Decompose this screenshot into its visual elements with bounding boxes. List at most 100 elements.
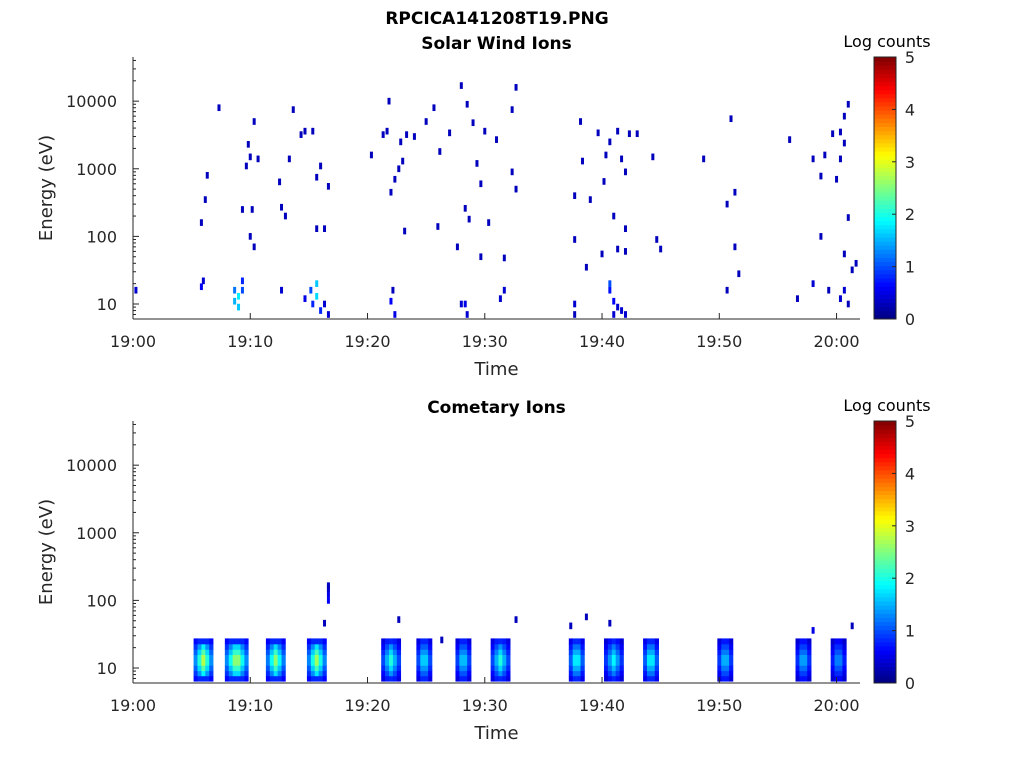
data-cell — [265, 649, 271, 656]
data-cell — [838, 675, 843, 682]
data-cell — [846, 300, 850, 308]
data-cell — [795, 638, 800, 645]
data-cell — [643, 649, 648, 656]
data-cell — [193, 654, 198, 661]
colorbar-segment — [874, 568, 896, 573]
data-cell — [654, 675, 660, 682]
panel-title: Solar Wind Ions — [421, 34, 572, 54]
data-cell — [498, 675, 503, 682]
x-tick-label: 19:00 — [110, 696, 156, 715]
data-cell — [228, 665, 233, 672]
data-cell — [646, 649, 652, 656]
data-cell — [381, 675, 386, 682]
data-cell — [278, 178, 282, 186]
data-cell — [273, 675, 278, 682]
data-cell — [576, 638, 581, 645]
data-cell — [244, 675, 249, 682]
data-cell — [240, 286, 244, 294]
data-cell — [619, 654, 624, 661]
data-cell — [420, 675, 425, 682]
x-tick-label: 19:20 — [344, 696, 390, 715]
data-cell — [495, 136, 498, 143]
data-cell — [807, 643, 812, 650]
colorbar-segment — [874, 556, 896, 561]
data-cell — [717, 649, 722, 656]
data-cell — [322, 670, 327, 677]
data-cell — [795, 659, 800, 666]
data-cell — [514, 185, 518, 193]
data-cell — [236, 665, 241, 672]
data-cell — [277, 638, 282, 645]
data-cell — [389, 649, 394, 656]
data-cell — [717, 670, 722, 677]
data-cell — [568, 643, 574, 650]
data-cell — [265, 665, 271, 672]
data-cell — [573, 300, 577, 308]
data-cell — [248, 233, 252, 240]
data-cell — [424, 118, 428, 125]
data-cell — [615, 643, 620, 650]
colorbar-segment — [874, 474, 896, 479]
data-cell — [725, 649, 730, 656]
data-cell — [399, 138, 403, 146]
colorbar-segment — [874, 580, 896, 586]
data-cell — [830, 675, 835, 682]
x-tick-label: 19:40 — [579, 696, 625, 715]
y-tick-label: 10 — [97, 295, 117, 314]
data-cell — [643, 659, 648, 666]
data-cell — [273, 638, 278, 645]
data-cell — [310, 638, 316, 645]
data-cell — [416, 638, 421, 645]
data-cell — [244, 665, 249, 672]
data-cell — [807, 675, 812, 682]
colorbar-segment — [874, 642, 896, 647]
data-cell — [463, 300, 467, 308]
data-cell — [619, 659, 624, 666]
data-cell — [607, 675, 613, 682]
data-cell — [310, 649, 316, 656]
data-cell — [725, 675, 730, 682]
data-cell — [459, 649, 464, 656]
data-cell — [494, 654, 499, 661]
colorbar-segment — [874, 130, 896, 136]
data-cell — [244, 649, 249, 656]
data-cell — [834, 665, 839, 672]
data-cell — [506, 675, 511, 682]
data-cell — [369, 151, 373, 159]
data-cell — [650, 665, 656, 672]
data-cell — [646, 638, 652, 645]
data-cell — [224, 649, 230, 656]
data-cell — [502, 643, 507, 650]
data-cell — [838, 659, 843, 666]
data-cell — [205, 665, 210, 672]
data-cell — [459, 654, 464, 661]
colorbar-segment — [874, 490, 896, 496]
data-cell — [502, 286, 506, 294]
data-cell — [201, 659, 206, 666]
data-cell — [725, 654, 730, 661]
data-cell — [428, 675, 433, 682]
data-cell — [580, 157, 584, 165]
colorbar-segment — [874, 531, 896, 537]
data-cell — [596, 129, 600, 137]
colorbar-tick-label: 3 — [905, 153, 915, 172]
data-cell — [572, 638, 577, 645]
data-cell — [306, 675, 312, 682]
data-cell — [393, 311, 397, 318]
data-cell — [830, 649, 835, 656]
data-cell — [416, 649, 421, 656]
colorbar-segment — [874, 151, 896, 156]
data-cell — [256, 155, 260, 163]
data-cell — [318, 643, 323, 650]
colorbar-segment — [874, 273, 896, 279]
data-cell — [611, 659, 617, 666]
data-cell — [635, 130, 639, 138]
colorbar-segment — [874, 576, 896, 582]
data-cell — [205, 659, 210, 666]
data-cell — [580, 649, 585, 656]
data-cell — [193, 665, 198, 672]
data-cell — [424, 649, 429, 656]
data-cell — [838, 654, 843, 661]
cometary-ions-panel: 19:00 19:10 19:20 19:30 19:40 19:50 20:0010100… — [36, 396, 931, 744]
colorbar-segment — [874, 552, 896, 557]
